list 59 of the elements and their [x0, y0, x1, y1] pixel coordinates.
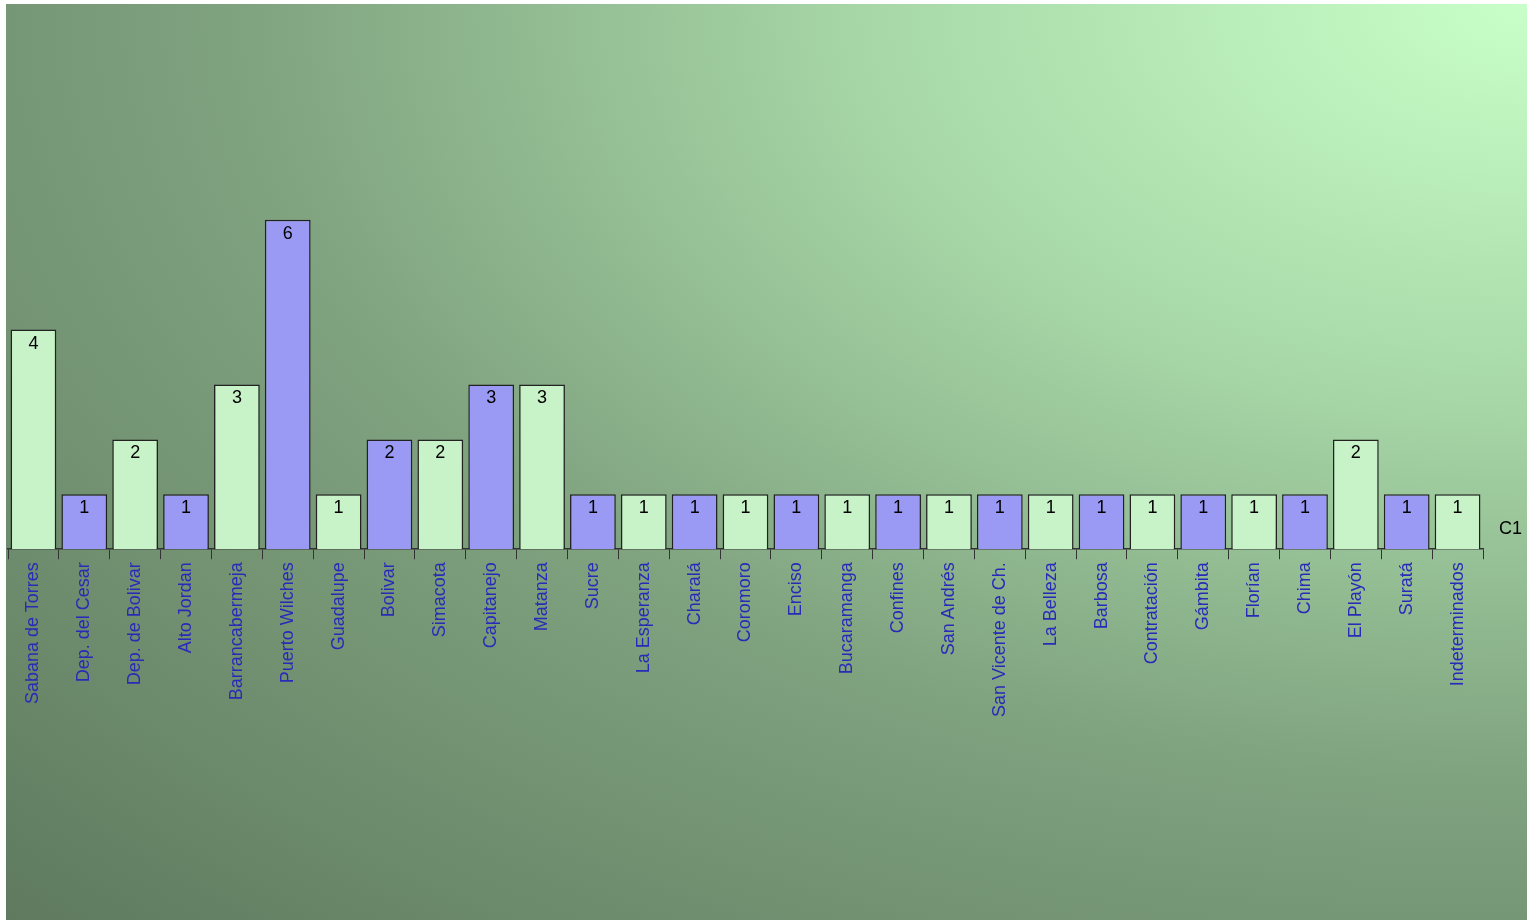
data-label: 1: [1452, 497, 1463, 518]
x-tick-label: Florían: [1243, 562, 1264, 619]
data-label: 1: [791, 497, 802, 518]
x-tick-label: Barrancabermeja: [225, 561, 246, 701]
x-tick-label: Matanza: [531, 561, 552, 632]
data-label: 1: [689, 497, 700, 518]
x-tick-label: Puerto Wilches: [276, 562, 297, 684]
x-tick-label: San Vicente de Ch.: [988, 562, 1009, 718]
data-label: 1: [638, 497, 649, 518]
data-label: 1: [842, 497, 853, 518]
x-tick-label: Gámbita: [1192, 561, 1213, 631]
data-label: 1: [79, 497, 90, 518]
x-tick-label: La Esperanza: [632, 561, 653, 674]
data-label: 1: [1401, 497, 1412, 518]
data-label: 2: [1350, 442, 1361, 463]
x-tick-label: Dep. del Cesar: [73, 562, 94, 683]
data-label: 3: [231, 387, 242, 408]
data-label: 4: [28, 332, 39, 353]
x-tick-label: Confines: [887, 562, 908, 634]
x-tick-label: Contratación: [1141, 562, 1162, 665]
x-tick-label: La Belleza: [1039, 561, 1060, 647]
x-tick-label: Bucaramanga: [836, 561, 857, 675]
x-tick-label: Sucre: [581, 562, 602, 610]
x-tick-label: Barbosa: [1090, 561, 1111, 630]
data-label: 1: [994, 497, 1005, 518]
x-tick-label: Indeterminados: [1446, 562, 1467, 687]
x-tick-label: Bolivar: [378, 562, 399, 618]
x-tick-label: Enciso: [785, 562, 806, 617]
x-tick-label: Chima: [1293, 561, 1314, 615]
x-tick-label: Capitanejo: [480, 562, 501, 649]
text: C1: [1499, 518, 1523, 539]
x-tick-label: Sabana de Torres: [22, 562, 43, 705]
data-label: 1: [1299, 497, 1310, 518]
data-label: 1: [1198, 497, 1209, 518]
data-label: 2: [384, 442, 395, 463]
data-label: 1: [1147, 497, 1158, 518]
x-tick-label: El Playón: [1344, 562, 1365, 639]
data-label: 1: [333, 497, 344, 518]
x-tick-label: Alto Jordan: [174, 562, 195, 654]
data-label: 1: [740, 497, 751, 518]
data-label: 1: [587, 497, 598, 518]
x-tick-label: Dep. de Bolivar: [124, 562, 145, 686]
data-label: 2: [435, 442, 446, 463]
x-tick-label: San Andrés: [937, 562, 958, 656]
x-tick-label: Guadalupe: [327, 562, 348, 651]
x-tick-label: Simacota: [429, 561, 450, 638]
data-label: 1: [1249, 497, 1260, 518]
data-label: 3: [486, 387, 497, 408]
data-label: 1: [1045, 497, 1056, 518]
x-tick-label: Charalá: [683, 561, 704, 626]
data-label: 1: [181, 497, 192, 518]
data-label: 3: [537, 387, 548, 408]
data-label: 1: [1096, 497, 1107, 518]
x-tick-label: Suratá: [1395, 561, 1416, 616]
data-label: 1: [943, 497, 954, 518]
x-tick-label: Coromoro: [734, 562, 755, 643]
data-label: 1: [893, 497, 904, 518]
data-label: 2: [130, 442, 141, 463]
data-label: 6: [282, 222, 293, 243]
